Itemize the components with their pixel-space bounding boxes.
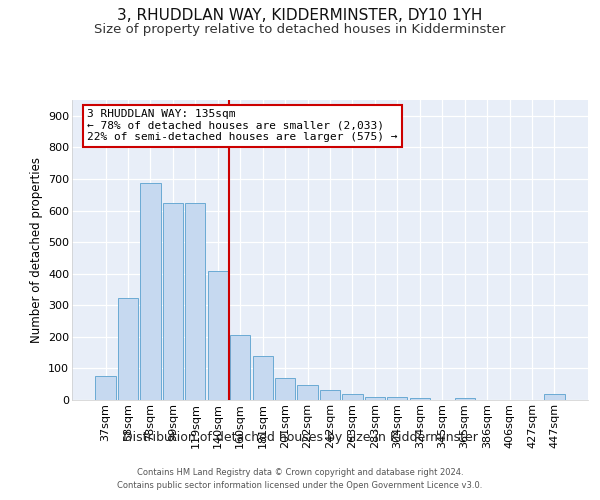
Bar	[163, 202, 183, 400]
Bar	[365, 397, 385, 400]
Bar	[118, 298, 138, 400]
Bar	[185, 202, 205, 400]
Y-axis label: Number of detached properties: Number of detached properties	[29, 157, 43, 343]
Text: Contains public sector information licensed under the Open Government Licence v3: Contains public sector information licen…	[118, 480, 482, 490]
Text: Size of property relative to detached houses in Kidderminster: Size of property relative to detached ho…	[94, 22, 506, 36]
Bar	[298, 385, 317, 400]
Text: Contains HM Land Registry data © Crown copyright and database right 2024.: Contains HM Land Registry data © Crown c…	[137, 468, 463, 477]
Bar	[343, 394, 362, 400]
Bar	[208, 270, 228, 400]
Bar	[387, 398, 407, 400]
Text: 3 RHUDDLAN WAY: 135sqm
← 78% of detached houses are smaller (2,033)
22% of semi-: 3 RHUDDLAN WAY: 135sqm ← 78% of detached…	[88, 109, 398, 142]
Bar	[320, 390, 340, 400]
Bar	[95, 376, 116, 400]
Bar	[544, 394, 565, 400]
Bar	[455, 398, 475, 400]
Bar	[275, 378, 295, 400]
Bar	[230, 336, 250, 400]
Bar	[253, 356, 273, 400]
Text: Distribution of detached houses by size in Kidderminster: Distribution of detached houses by size …	[122, 431, 478, 444]
Bar	[410, 398, 430, 400]
Text: 3, RHUDDLAN WAY, KIDDERMINSTER, DY10 1YH: 3, RHUDDLAN WAY, KIDDERMINSTER, DY10 1YH	[118, 8, 482, 22]
Bar	[140, 182, 161, 400]
